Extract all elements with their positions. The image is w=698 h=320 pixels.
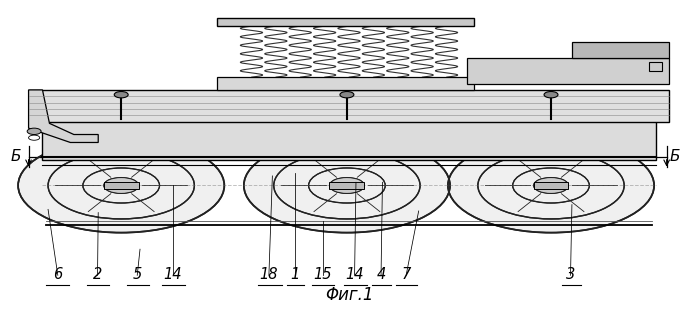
Bar <box>329 182 364 189</box>
Text: 18: 18 <box>260 267 278 282</box>
Text: 5: 5 <box>133 267 142 282</box>
Text: 7: 7 <box>401 267 410 282</box>
Circle shape <box>104 178 139 194</box>
Bar <box>104 182 139 189</box>
Polygon shape <box>29 90 98 142</box>
Text: 3: 3 <box>566 267 575 282</box>
Circle shape <box>448 138 654 233</box>
Bar <box>216 18 475 26</box>
Circle shape <box>329 178 364 194</box>
Circle shape <box>114 92 128 98</box>
Bar <box>43 116 655 160</box>
Circle shape <box>18 138 224 233</box>
Text: Б: Б <box>10 149 21 164</box>
Circle shape <box>340 92 354 98</box>
Text: 6: 6 <box>53 267 62 282</box>
Circle shape <box>104 178 139 194</box>
Bar <box>533 182 568 189</box>
Text: Б: Б <box>670 149 681 164</box>
Circle shape <box>329 178 364 194</box>
Bar <box>648 62 662 71</box>
Text: 4: 4 <box>376 267 386 282</box>
Text: 15: 15 <box>313 267 332 282</box>
Circle shape <box>544 92 558 98</box>
Circle shape <box>533 178 568 194</box>
Text: 14: 14 <box>163 267 182 282</box>
Bar <box>468 58 669 84</box>
Text: 14: 14 <box>346 267 364 282</box>
Text: 2: 2 <box>93 267 102 282</box>
Circle shape <box>244 138 450 233</box>
Bar <box>572 42 669 58</box>
Bar <box>29 90 669 122</box>
Circle shape <box>533 178 568 194</box>
Circle shape <box>27 128 41 134</box>
Text: Φиг.1: Φиг.1 <box>325 286 373 304</box>
Bar <box>216 77 475 90</box>
Text: 1: 1 <box>290 267 299 282</box>
